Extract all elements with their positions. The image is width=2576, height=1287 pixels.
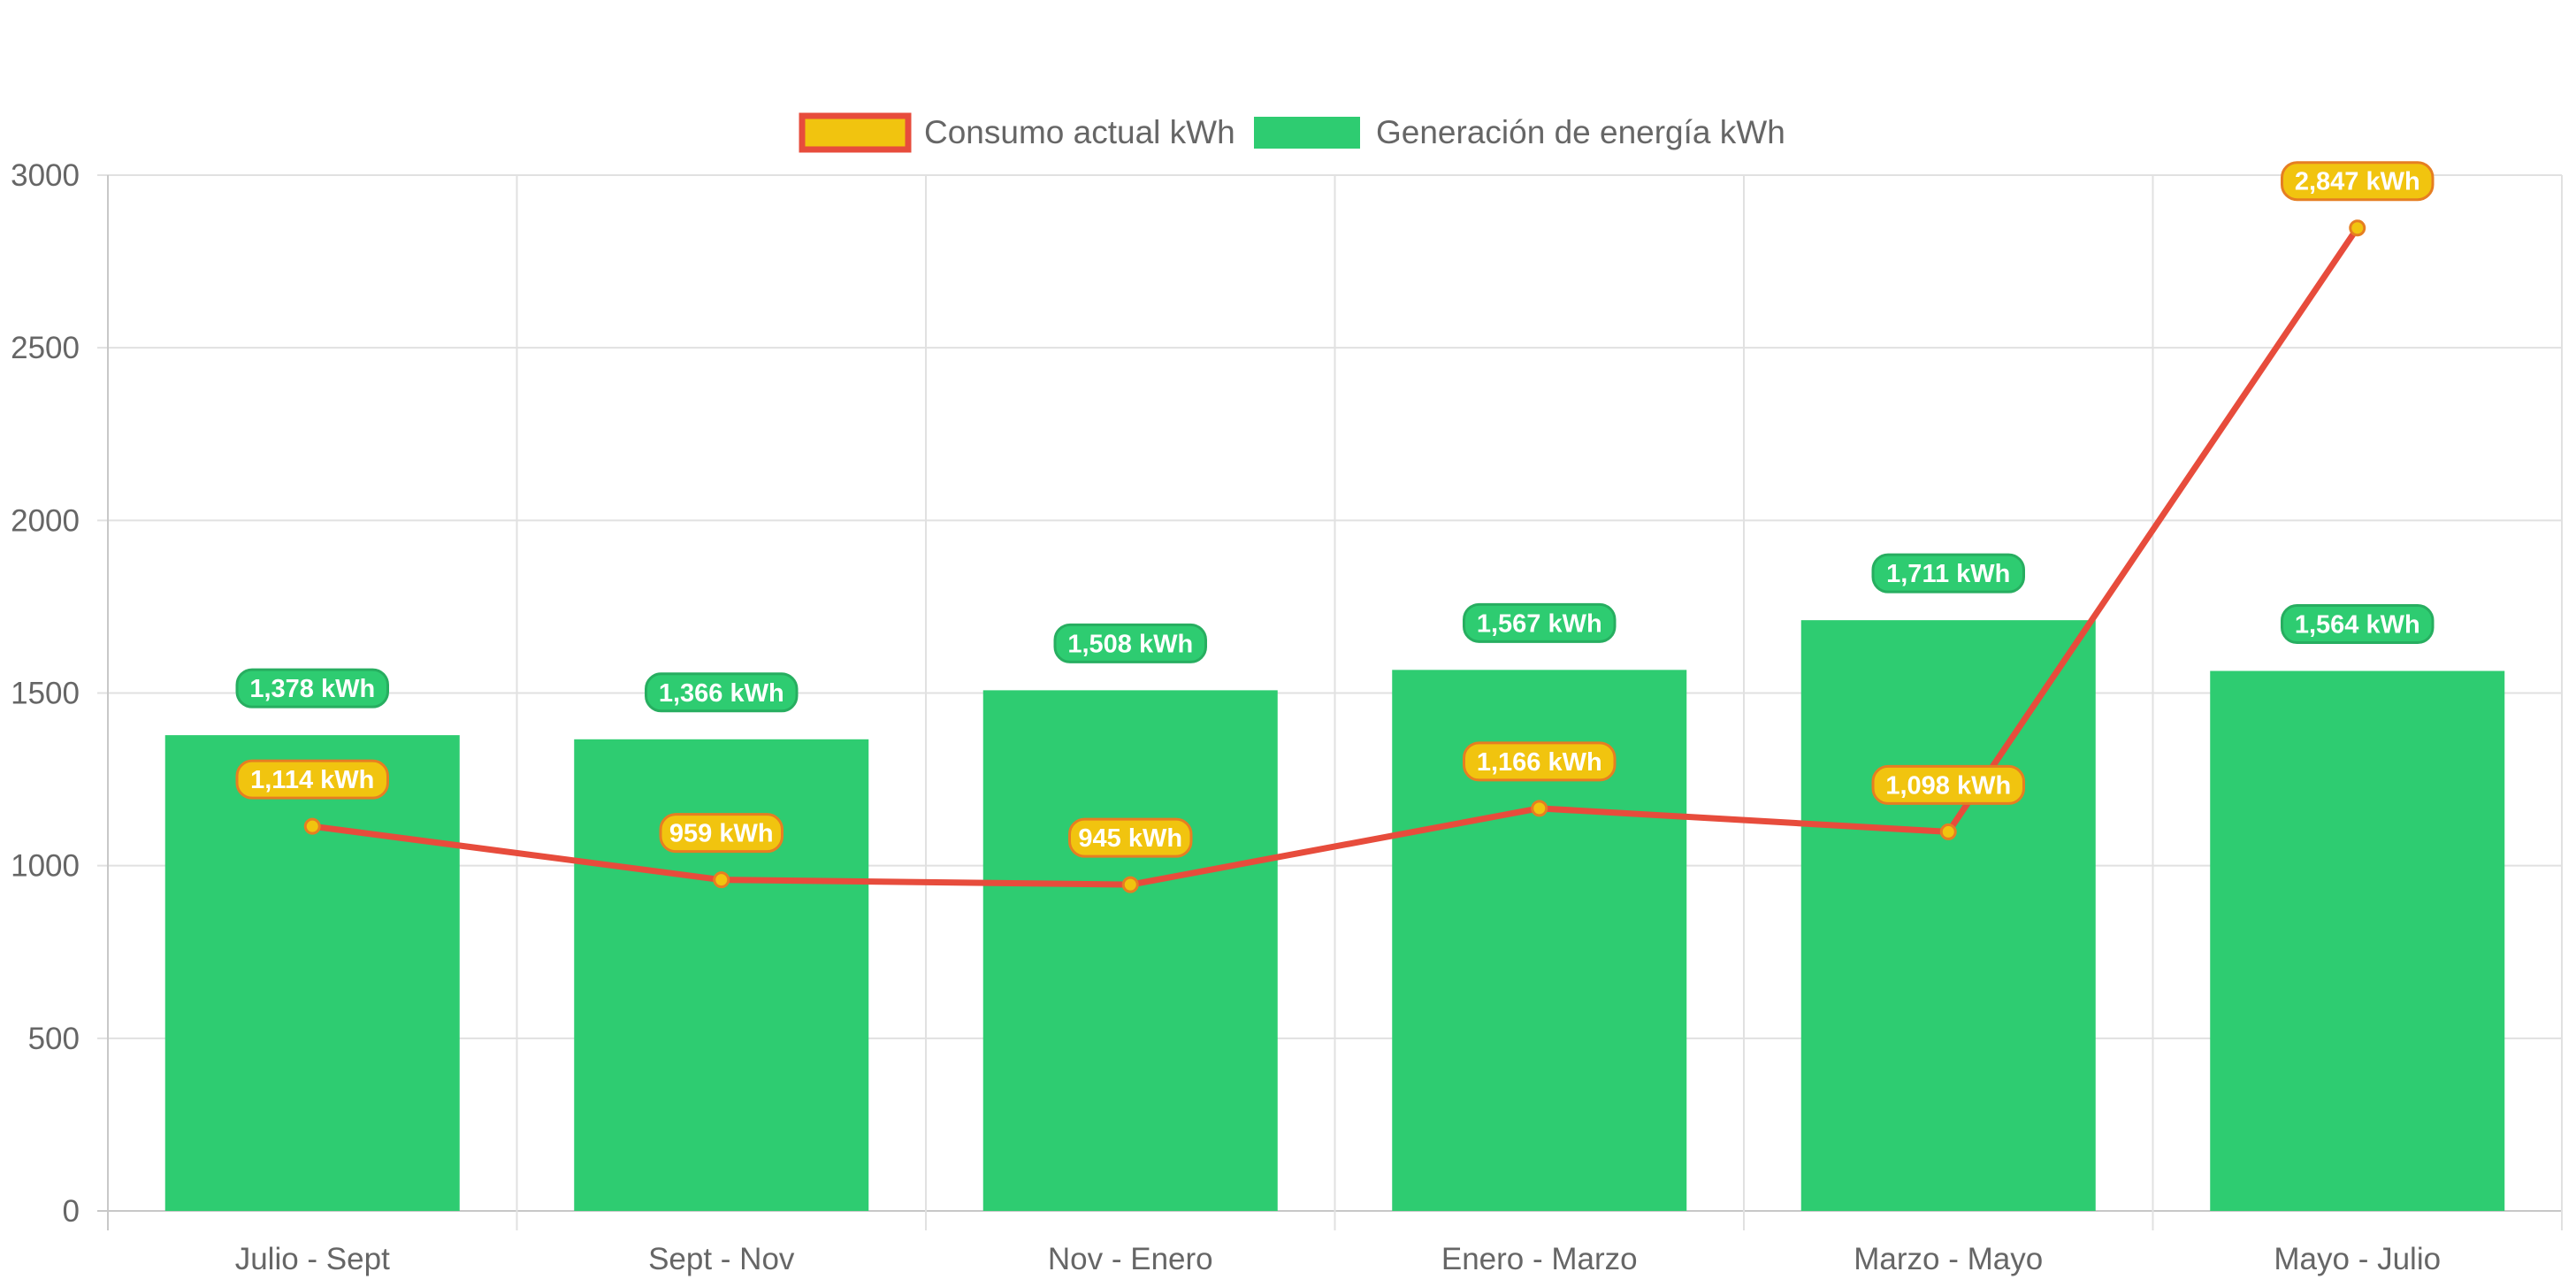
data-label-group: 1,366 kWh <box>645 672 799 713</box>
x-tick-label: Enero - Marzo <box>1441 1242 1638 1276</box>
data-label-group: 945 kWh <box>1068 817 1193 858</box>
data-label-pill <box>235 759 389 800</box>
data-label: 959 kWh <box>669 820 774 848</box>
y-tick-label: 3000 <box>11 158 80 193</box>
data-label-group: 1,166 kWh <box>1463 741 1617 782</box>
data-label: 1,366 kWh <box>659 679 784 708</box>
line-point <box>1531 800 1548 817</box>
data-label-group: 2,847 kWh <box>2281 161 2435 202</box>
y-tick-label: 2500 <box>11 331 80 365</box>
y-tick-label: 0 <box>63 1194 80 1229</box>
data-label-pill <box>659 813 784 854</box>
x-tick-label: Sept - Nov <box>648 1242 795 1276</box>
data-label-group: 1,114 kWh <box>235 759 389 800</box>
line-point <box>713 871 730 889</box>
legend-item-generacion: Generación de energía kWh <box>1254 114 1785 150</box>
data-label: 1,378 kWh <box>249 675 375 703</box>
x-tick-label: Mayo - Julio <box>2274 1242 2441 1276</box>
data-label: 1,508 kWh <box>1067 630 1193 658</box>
line-point <box>2349 219 2366 237</box>
bar-series <box>164 620 2505 1211</box>
data-label-group: 1,711 kWh <box>1871 553 2025 594</box>
data-label-group: 1,567 kWh <box>1463 602 1617 643</box>
data-label-group: 1,378 kWh <box>235 668 389 709</box>
bar <box>164 735 460 1211</box>
legend: Consumo actual kWh Generación de energía … <box>799 112 1785 153</box>
axes: 0 500 1000 1500 2000 2500 3000 Julio - Sept Sept… <box>11 158 2441 1276</box>
x-tick-label: Julio - Sept <box>235 1242 390 1276</box>
data-labels: 1,378 kWh 1,366 kWh 1,508 kWh 1,567 kWh 1,71… <box>235 161 2435 858</box>
bar <box>982 690 1278 1211</box>
data-label: 1,564 kWh <box>2295 611 2420 640</box>
bar <box>574 739 869 1211</box>
data-label: 2,847 kWh <box>2295 168 2420 196</box>
data-label-pill <box>2281 604 2435 645</box>
bar <box>2210 670 2505 1211</box>
data-label-pill <box>1463 602 1617 643</box>
data-label-group: 1,098 kWh <box>1871 764 2025 805</box>
x-tick-label: Nov - Enero <box>1048 1242 1213 1276</box>
y-tick-label: 500 <box>28 1022 80 1056</box>
data-label: 945 kWh <box>1078 824 1182 853</box>
line-point <box>1939 823 1957 840</box>
data-label-pill <box>2281 161 2435 202</box>
line-series <box>303 219 2366 893</box>
legend-swatch-consumo <box>799 112 912 153</box>
data-label-pill <box>645 672 799 713</box>
line-point <box>1121 876 1139 893</box>
legend-item-consumo: Consumo actual kWh <box>799 112 1235 153</box>
data-label-group: 1,508 kWh <box>1053 623 1207 663</box>
y-tick-label: 2000 <box>11 503 80 538</box>
data-label-group: 1,564 kWh <box>2281 604 2435 645</box>
x-tick-label: Marzo - Mayo <box>1854 1242 2043 1276</box>
data-label-group: 959 kWh <box>659 813 784 854</box>
data-label-pill <box>235 668 389 709</box>
data-label-pill <box>1068 817 1193 858</box>
data-label: 1,166 kWh <box>1477 748 1602 777</box>
bar <box>1800 620 2096 1211</box>
y-tick-label: 1000 <box>11 849 80 884</box>
data-label: 1,567 kWh <box>1477 609 1602 638</box>
data-label-pill <box>1871 553 2025 594</box>
legend-swatch-generacion <box>1254 117 1360 149</box>
data-label-pill <box>1871 764 2025 805</box>
data-label-pill <box>1463 741 1617 782</box>
y-tick-label: 1500 <box>11 677 80 711</box>
legend-label-consumo: Consumo actual kWh <box>924 114 1235 150</box>
data-label-pill <box>1053 623 1207 663</box>
data-label: 1,711 kWh <box>1886 560 2010 588</box>
data-label: 1,114 kWh <box>250 766 374 794</box>
consumption-line <box>311 226 2360 888</box>
data-label: 1,098 kWh <box>1885 771 2011 800</box>
line-point <box>303 817 321 835</box>
grid-lines <box>97 174 2563 1230</box>
legend-label-generacion: Generación de energía kWh <box>1376 114 1785 150</box>
